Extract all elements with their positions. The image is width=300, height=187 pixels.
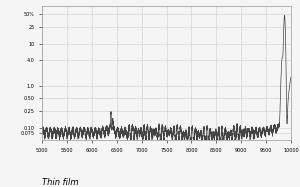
Text: Thin film: Thin film bbox=[42, 178, 79, 187]
